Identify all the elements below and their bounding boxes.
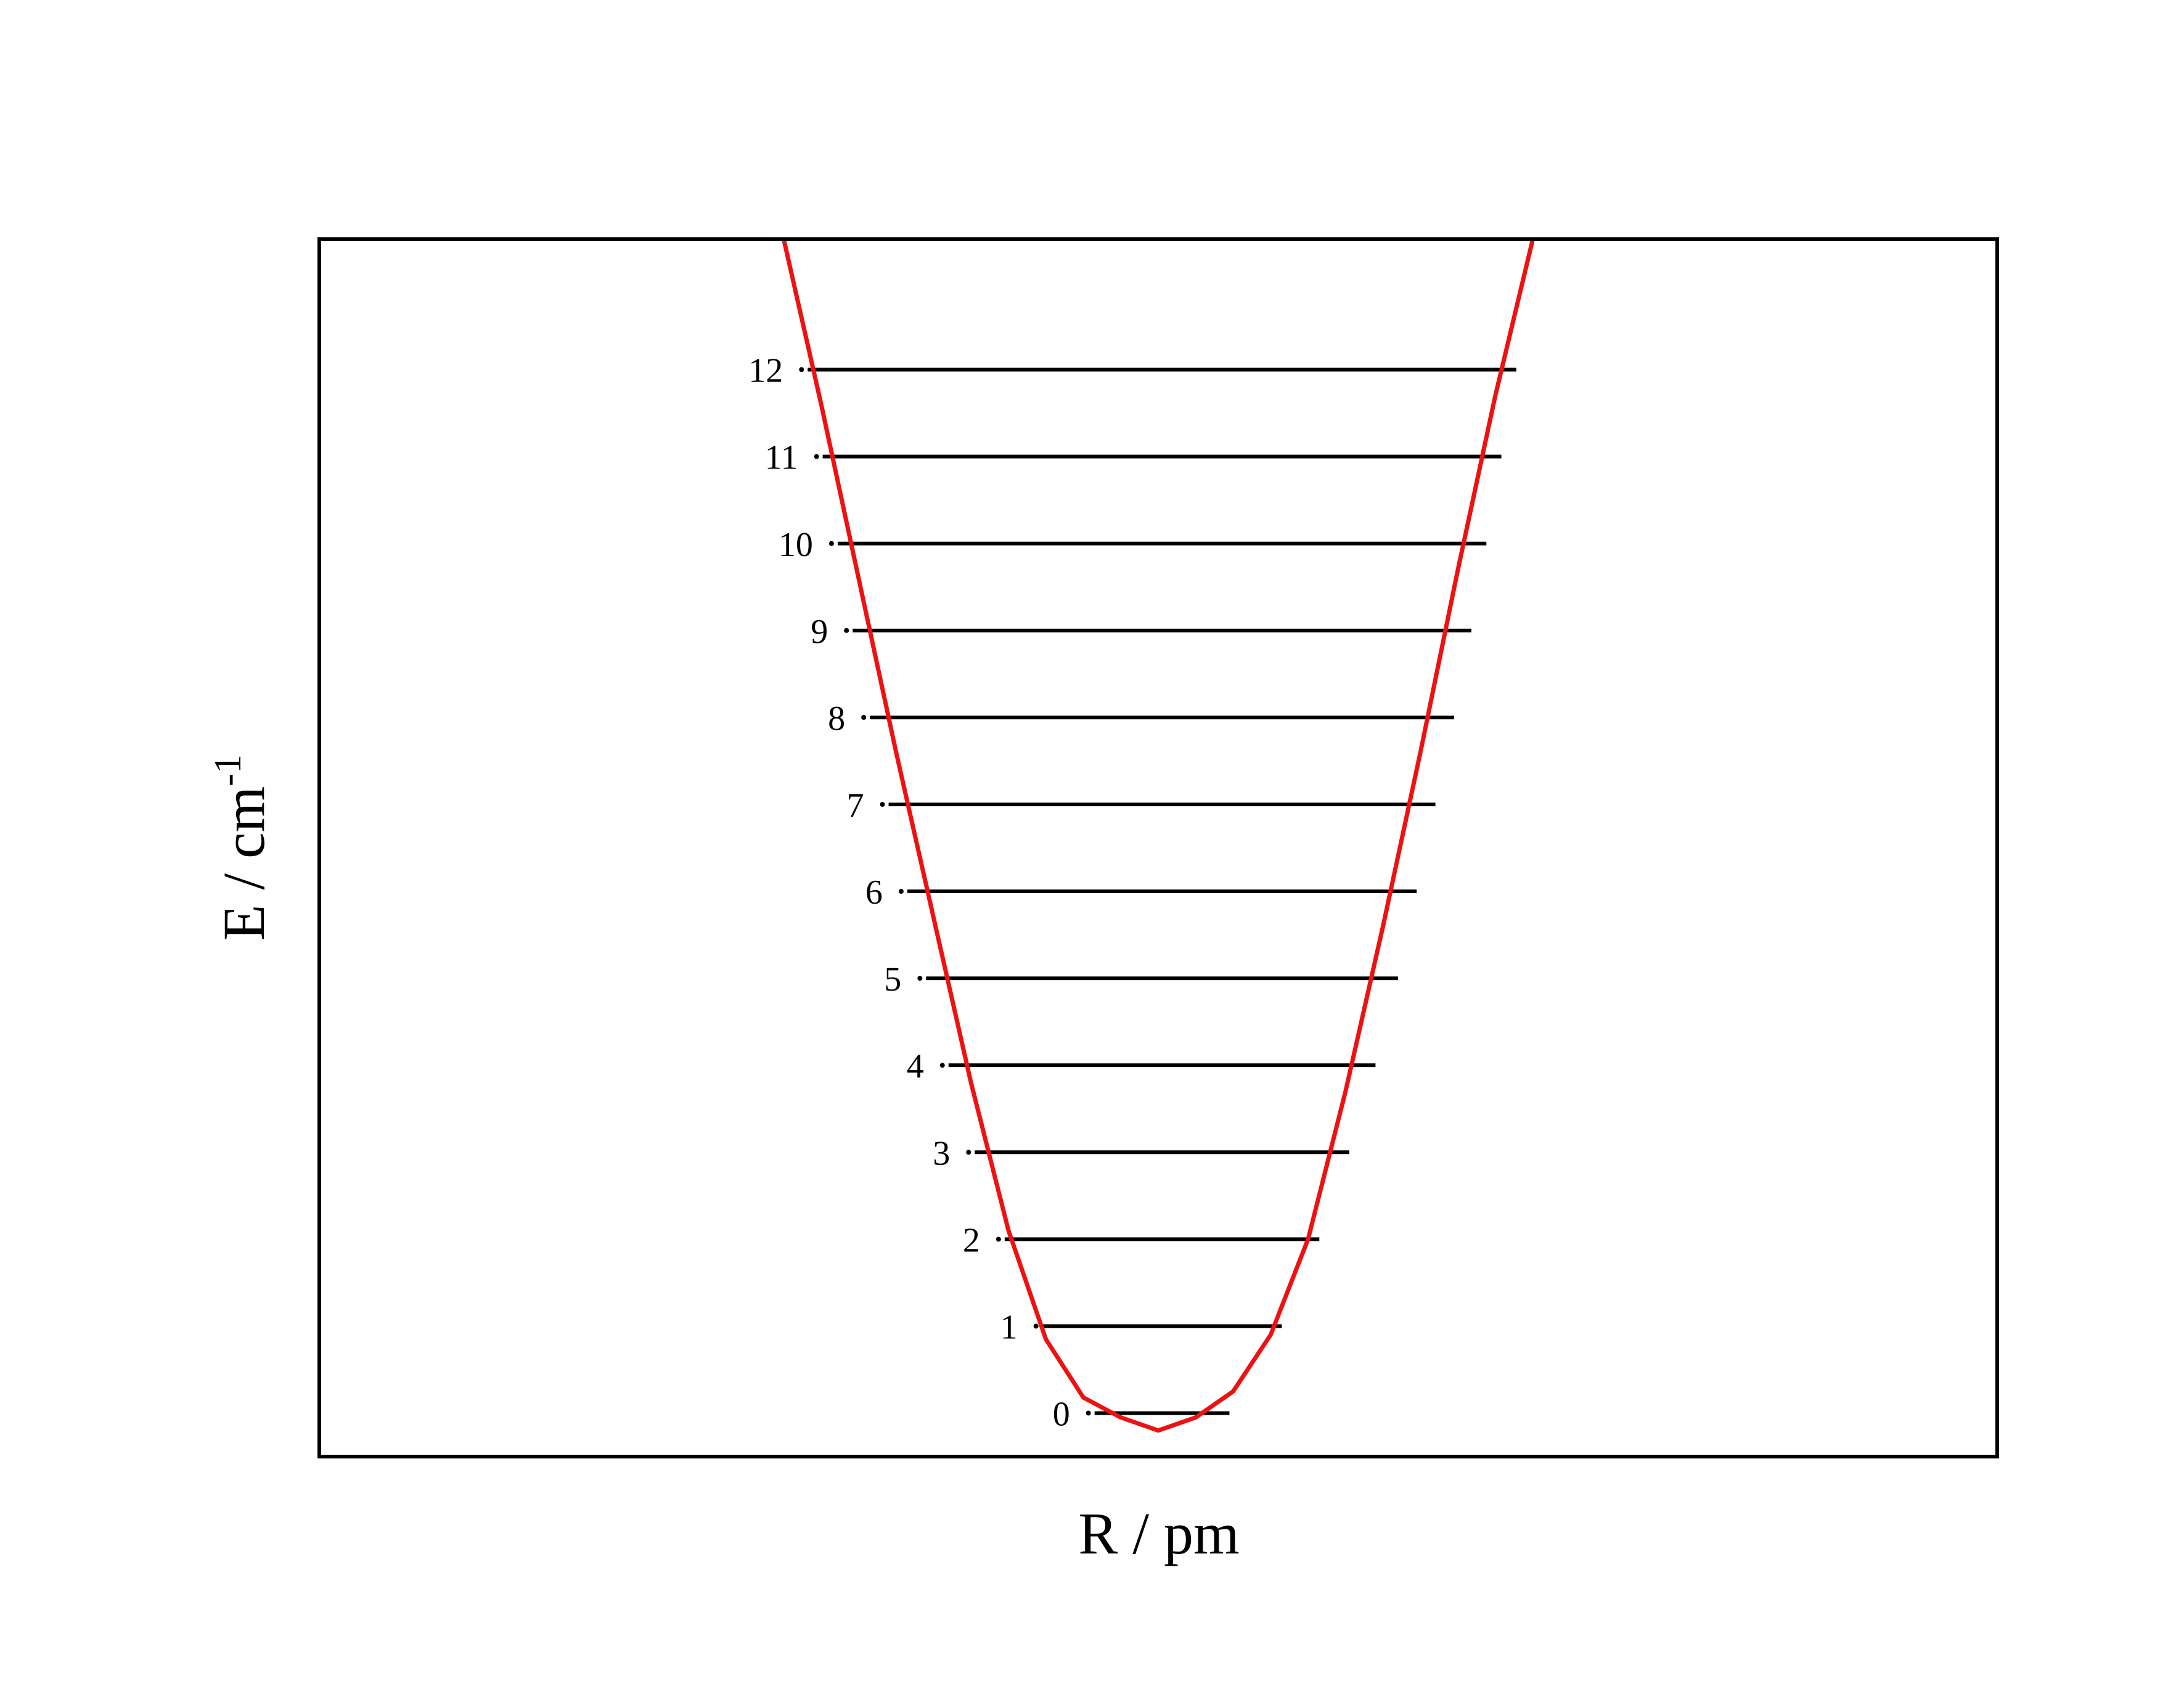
level-tick-7 bbox=[880, 801, 885, 807]
y-axis-label-base: E / cm bbox=[211, 787, 277, 941]
level-label-7: 7 bbox=[847, 787, 864, 825]
level-label-4: 4 bbox=[907, 1047, 924, 1086]
level-label-12: 12 bbox=[748, 352, 783, 390]
level-tick-6 bbox=[898, 889, 904, 894]
level-label-2: 2 bbox=[963, 1221, 980, 1259]
level-label-8: 8 bbox=[828, 700, 845, 738]
level-tick-11 bbox=[814, 454, 819, 459]
level-tick-10 bbox=[828, 541, 834, 546]
level-label-5: 5 bbox=[884, 960, 901, 999]
x-axis-label: R / pm bbox=[1078, 1500, 1239, 1566]
level-tick-12 bbox=[799, 367, 804, 372]
level-tick-4 bbox=[939, 1063, 945, 1068]
level-label-0: 0 bbox=[1053, 1395, 1070, 1433]
level-label-3: 3 bbox=[933, 1134, 950, 1172]
level-tick-8 bbox=[861, 714, 867, 720]
level-tick-1 bbox=[1033, 1323, 1039, 1329]
level-label-1: 1 bbox=[1000, 1308, 1018, 1346]
level-label-9: 9 bbox=[811, 613, 828, 651]
plot-frame bbox=[317, 237, 1999, 1458]
level-tick-2 bbox=[996, 1237, 1001, 1242]
y-axis-label: E / cm-1 bbox=[207, 754, 277, 941]
level-tick-0 bbox=[1086, 1410, 1091, 1416]
potential-curve bbox=[781, 239, 1536, 1433]
level-label-11: 11 bbox=[765, 439, 798, 477]
level-tick-9 bbox=[844, 628, 849, 633]
y-axis-label-superscript: -1 bbox=[207, 754, 249, 787]
energy-levels bbox=[799, 367, 1516, 1416]
level-tick-3 bbox=[966, 1150, 971, 1155]
level-tick-5 bbox=[917, 976, 923, 981]
level-label-6: 6 bbox=[865, 873, 883, 912]
level-label-10: 10 bbox=[779, 526, 813, 564]
